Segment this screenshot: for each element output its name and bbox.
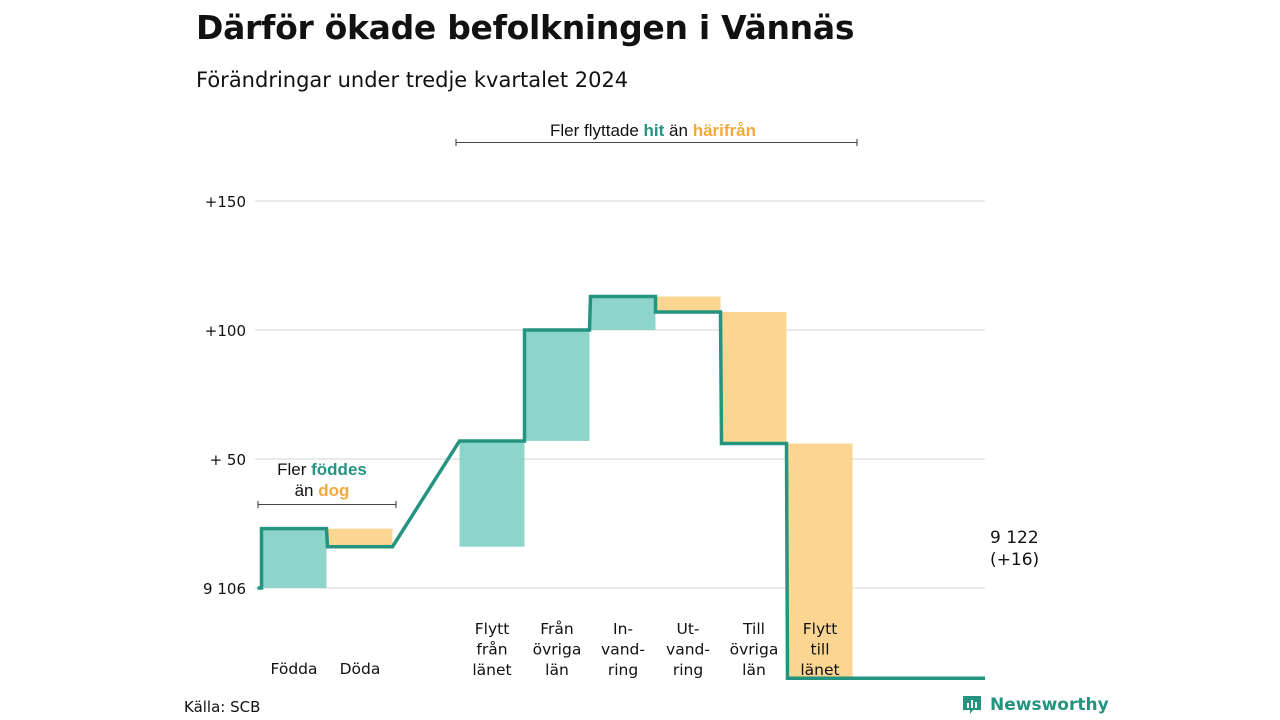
category-label: länet bbox=[472, 661, 511, 679]
category-label: ring bbox=[673, 661, 703, 679]
y-tick-label: 9 106 bbox=[203, 580, 246, 598]
bar bbox=[524, 330, 590, 441]
category-label: från bbox=[476, 641, 507, 659]
category-label: övriga bbox=[533, 641, 582, 659]
category-label: Ut- bbox=[676, 620, 699, 638]
bar bbox=[327, 528, 393, 547]
annotation-part: än bbox=[295, 481, 319, 500]
annotation-bracket bbox=[257, 501, 397, 508]
category-label: Flytt bbox=[803, 620, 838, 638]
annotation-part: än bbox=[664, 121, 692, 140]
category-label: Från bbox=[540, 620, 573, 638]
annotation-bracket bbox=[455, 139, 858, 146]
bar bbox=[459, 440, 525, 547]
logo-text: Newsworthy bbox=[990, 695, 1109, 715]
category-label: Födda bbox=[270, 660, 317, 678]
category-label: In- bbox=[613, 620, 633, 638]
category-label: till bbox=[811, 641, 830, 659]
category-label: vand- bbox=[666, 641, 710, 659]
bars bbox=[261, 296, 853, 679]
category-label: länet bbox=[800, 661, 839, 679]
chart-subtitle: Förändringar under tredje kvartalet 2024 bbox=[196, 68, 629, 92]
y-axis-labels: 9 106 + 50 +100 +150 bbox=[203, 193, 246, 598]
category-label: ring bbox=[608, 661, 638, 679]
bar bbox=[261, 528, 327, 588]
category-label: vand- bbox=[601, 641, 645, 659]
category-label: Döda bbox=[340, 660, 381, 678]
annotation-births-line1: Fler föddes bbox=[277, 460, 367, 479]
y-tick-label: + 50 bbox=[210, 451, 246, 469]
bar bbox=[655, 296, 721, 312]
end-label-line: 9 122 bbox=[990, 528, 1039, 548]
category-label: Flytt bbox=[475, 620, 510, 638]
chart-title: Därför ökade befolkningen i Vännäs bbox=[196, 8, 855, 47]
newsworthy-logo-icon bbox=[963, 696, 981, 714]
annotation-part: föddes bbox=[311, 460, 367, 479]
annotation-part: hit bbox=[644, 121, 665, 140]
end-label-line: (+16) bbox=[990, 550, 1039, 570]
annotation-births-line2: än dog bbox=[295, 481, 350, 500]
annotation-part: härifrån bbox=[693, 121, 756, 140]
category-label: Till bbox=[742, 620, 765, 638]
y-tick-label: +150 bbox=[205, 193, 246, 211]
category-label: övriga bbox=[730, 641, 779, 659]
bar bbox=[721, 311, 787, 444]
newsworthy-logo: Newsworthy bbox=[960, 693, 1109, 717]
source-note: Källa: SCB bbox=[184, 698, 261, 716]
annotation-part: Fler bbox=[277, 460, 311, 479]
annotation-part: dog bbox=[318, 481, 349, 500]
annotation-part: Fler flyttade bbox=[550, 121, 644, 140]
category-label: län bbox=[545, 661, 569, 679]
category-label: län bbox=[742, 661, 766, 679]
annotation-migration: Fler flyttade hit än härifrån bbox=[550, 121, 756, 140]
bar bbox=[787, 443, 853, 679]
y-tick-label: +100 bbox=[205, 322, 246, 340]
running-total-line bbox=[257, 294, 985, 681]
end-value-label: 9 122(+16) bbox=[990, 528, 1039, 570]
x-axis-labels: Födda Döda Flytt från länet Från övriga län In-v… bbox=[270, 620, 839, 679]
bar bbox=[590, 296, 656, 330]
annotations: Fler föddes än dog Fler flyttade hit än hä… bbox=[257, 121, 858, 508]
step-line bbox=[257, 294, 985, 681]
